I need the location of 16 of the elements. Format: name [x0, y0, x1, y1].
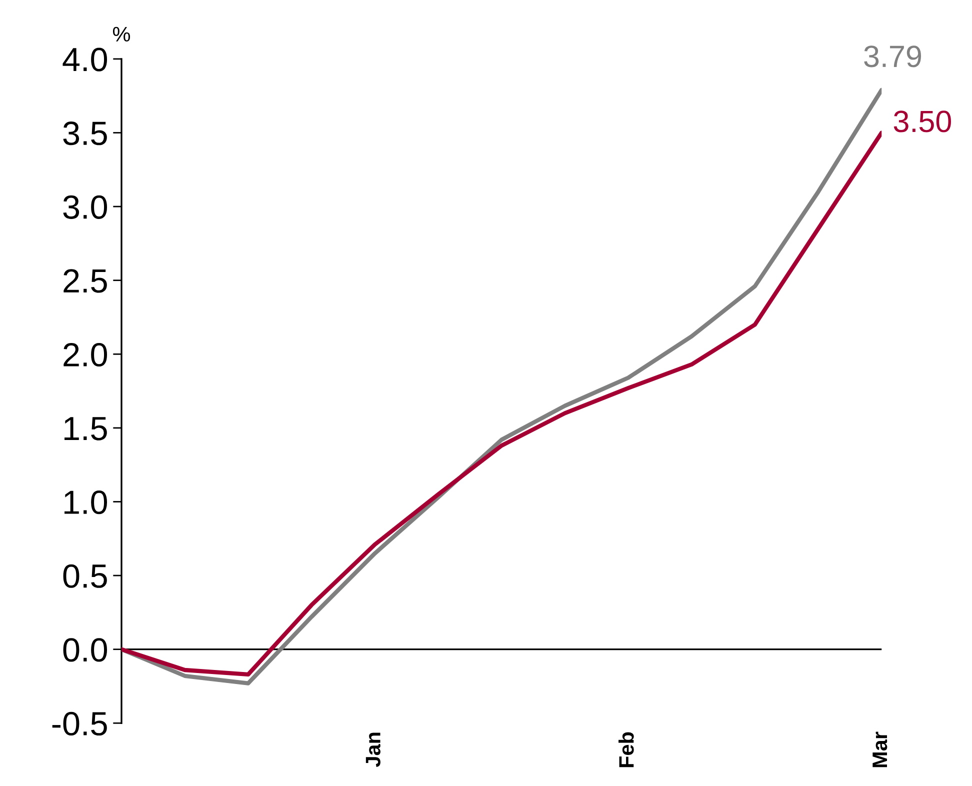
x-tick-label: Mar [872, 732, 888, 768]
y-tick-label: 0.5 [63, 564, 107, 588]
y-tick-label: 2.0 [64, 342, 108, 367]
data-label: 3.79 [864, 46, 922, 68]
data-label: 3.50 [894, 110, 951, 132]
y-tick-label: 3.0 [63, 195, 108, 219]
x-tick-label: Jan [366, 732, 380, 768]
y-tick-label: 1.5 [64, 417, 107, 440]
y-tick-label: 4.0 [62, 48, 108, 72]
y-axis-title: % [112, 26, 130, 42]
y-tick-label: 2.5 [64, 269, 107, 293]
x-tick-label: Feb [618, 732, 634, 768]
y-tick-label: 3.5 [63, 122, 107, 146]
y-tick-label: 1.0 [64, 490, 108, 514]
y-tick-label: -0.5 [52, 712, 107, 736]
y-tick-label: 0.0 [63, 638, 108, 662]
